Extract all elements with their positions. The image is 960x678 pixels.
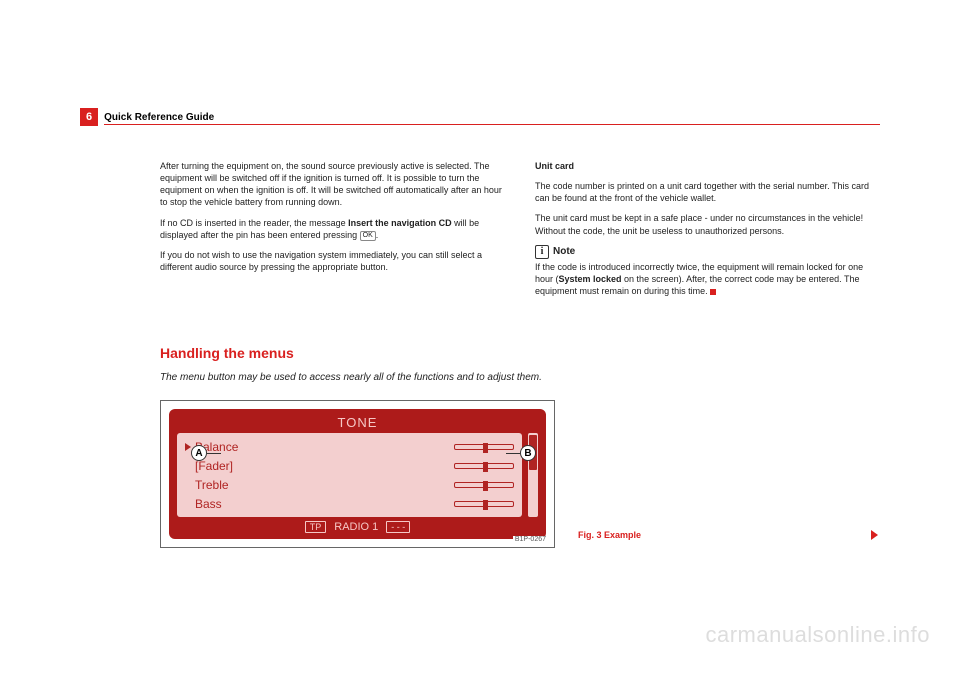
watermark: carmanualsonline.info — [705, 622, 930, 648]
end-marker-icon — [710, 289, 716, 295]
left-p1: After turning the equipment on, the soun… — [160, 160, 505, 209]
left-p2-a: If no CD is inserted in the reader, the … — [160, 218, 348, 228]
slider-thumb[interactable] — [483, 481, 488, 491]
slider-thumb[interactable] — [483, 443, 488, 453]
left-p2-c: . — [376, 230, 379, 240]
menu-row-fader[interactable]: [Fader] — [185, 459, 514, 473]
fader-slider[interactable] — [454, 463, 514, 469]
callout-b: B — [520, 445, 536, 461]
menu-label: Treble — [195, 478, 454, 492]
ok-key-icon: OK — [360, 231, 376, 241]
selection-arrow-icon — [185, 443, 191, 451]
right-p3: If the code is introduced incorrectly tw… — [535, 261, 880, 297]
left-p3: If you do not wish to use the navigation… — [160, 249, 505, 273]
slider-thumb[interactable] — [483, 462, 488, 472]
left-column: After turning the equipment on, the soun… — [160, 160, 505, 305]
treble-slider[interactable] — [454, 482, 514, 488]
callout-line-a — [207, 453, 221, 454]
right-p1: The code number is printed on a unit car… — [535, 180, 880, 204]
info-icon: i — [535, 245, 549, 259]
balance-slider[interactable] — [454, 444, 514, 450]
section-title: Handling the menus — [160, 345, 294, 361]
menu-label: Bass — [195, 497, 454, 511]
right-p2: The unit card must be kept in a safe pla… — [535, 212, 880, 236]
callout-line-b — [506, 453, 520, 454]
right-p3-bold: System locked — [559, 274, 622, 284]
footer-right-box: - - - — [386, 521, 410, 533]
menu-row-balance[interactable]: Balance — [185, 440, 514, 454]
page-number: 6 — [80, 108, 98, 126]
left-p2-bold: Insert the navigation CD — [348, 218, 452, 228]
menu-panel: Balance [Fader] Treble — [177, 433, 522, 517]
continue-arrow-icon — [871, 530, 878, 540]
note-label: Note — [553, 245, 575, 259]
menu-label: [Fader] — [195, 459, 454, 473]
figure-ref: B1P-0267 — [513, 536, 548, 543]
figure-caption: Fig. 3 Example — [578, 530, 641, 540]
body-columns: After turning the equipment on, the soun… — [160, 160, 880, 305]
menu-label: Balance — [195, 440, 454, 454]
menu-row-bass[interactable]: Bass — [185, 497, 514, 511]
bass-slider[interactable] — [454, 501, 514, 507]
left-p2: If no CD is inserted in the reader, the … — [160, 217, 505, 242]
figure: TONE Balance [Fader] Treble — [160, 400, 555, 548]
callout-a: A — [191, 445, 207, 461]
right-column: Unit card The code number is printed on … — [535, 160, 880, 305]
tp-indicator: TP — [305, 521, 327, 533]
screen-title: TONE — [177, 415, 538, 430]
menu-row-treble[interactable]: Treble — [185, 478, 514, 492]
slider-thumb[interactable] — [483, 500, 488, 510]
unit-card-heading: Unit card — [535, 160, 880, 172]
header-rule — [104, 124, 880, 125]
footer-source: RADIO 1 — [334, 521, 378, 533]
header-title: Quick Reference Guide — [104, 112, 214, 123]
tone-screen: TONE Balance [Fader] Treble — [169, 409, 546, 539]
figure-border: TONE Balance [Fader] Treble — [160, 400, 555, 548]
note-row: i Note — [535, 245, 880, 259]
section-subtitle: The menu button may be used to access ne… — [160, 372, 542, 383]
screen-body: Balance [Fader] Treble — [177, 433, 538, 517]
screen-footer: TP RADIO 1 - - - — [177, 521, 538, 533]
